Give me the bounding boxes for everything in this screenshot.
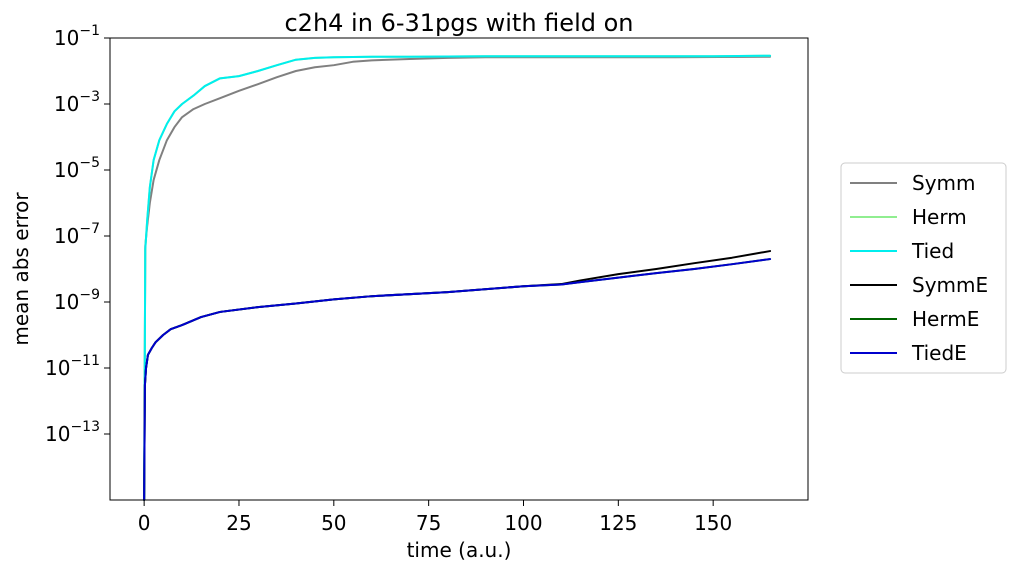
y-tick-label: 10−1 bbox=[54, 23, 100, 50]
series-line-herm bbox=[143, 54, 772, 501]
y-tick-label: 10−13 bbox=[45, 419, 100, 446]
plot-frame bbox=[109, 37, 809, 501]
x-tick-label: 125 bbox=[599, 511, 637, 535]
series-line-symm bbox=[143, 55, 772, 501]
y-tick-label: 10−9 bbox=[54, 287, 100, 314]
legend-label-herme: HermE bbox=[912, 307, 979, 331]
legend-label-tied: Tied bbox=[911, 239, 954, 263]
x-ticks: 0 25 50 75 100 125 150 bbox=[138, 500, 732, 535]
legend-box bbox=[840, 162, 1007, 374]
series-line-tied bbox=[143, 54, 772, 501]
y-tick-label: 10−3 bbox=[54, 89, 100, 116]
x-tick-label: 50 bbox=[321, 511, 346, 535]
series-line-herme bbox=[143, 258, 772, 501]
y-ticks: 10−13 10−11 10−9 10−7 10−5 10−3 10−1 bbox=[45, 23, 110, 446]
legend-label-herm: Herm bbox=[912, 205, 967, 229]
plot-series bbox=[143, 54, 772, 501]
y-axis-label: mean abs error bbox=[9, 192, 33, 346]
x-axis-label: time (a.u.) bbox=[407, 538, 512, 562]
legend-label-symm: Symm bbox=[912, 171, 976, 195]
y-tick-label: 10−7 bbox=[54, 221, 100, 248]
legend-label-symme: SymmE bbox=[912, 273, 988, 297]
series-line-symme bbox=[143, 250, 772, 501]
chart-title: c2h4 in 6-31pgs with field on bbox=[284, 9, 633, 37]
x-tick-label: 150 bbox=[694, 511, 732, 535]
y-tick-label: 10−5 bbox=[54, 155, 100, 182]
x-tick-label: 75 bbox=[416, 511, 441, 535]
y-tick-label: 10−11 bbox=[45, 353, 100, 380]
series-line-tiede bbox=[143, 258, 772, 501]
legend: Symm Herm Tied SymmE HermE TiedE bbox=[840, 162, 1007, 374]
x-tick-label: 0 bbox=[138, 511, 151, 535]
legend-label-tiede: TiedE bbox=[911, 341, 967, 365]
x-tick-label: 100 bbox=[504, 511, 542, 535]
x-tick-label: 25 bbox=[226, 511, 251, 535]
